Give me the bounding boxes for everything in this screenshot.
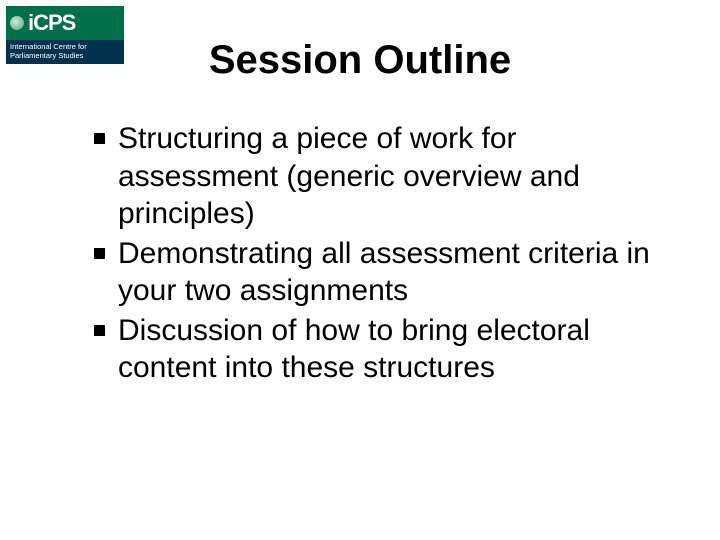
- list-item: Discussion of how to bring electoral con…: [90, 312, 660, 387]
- logo-acronym: iCPS: [28, 12, 75, 34]
- bullet-list: Structuring a piece of work for assessme…: [90, 120, 660, 387]
- logo-top-band: iCPS: [6, 6, 124, 40]
- globe-icon: [10, 16, 24, 30]
- list-item: Demonstrating all assessment criteria in…: [90, 235, 660, 310]
- list-item: Structuring a piece of work for assessme…: [90, 120, 660, 233]
- slide: iCPS International Centre for Parliament…: [0, 0, 720, 540]
- content-area: Structuring a piece of work for assessme…: [90, 120, 660, 389]
- page-title: Session Outline: [0, 38, 720, 83]
